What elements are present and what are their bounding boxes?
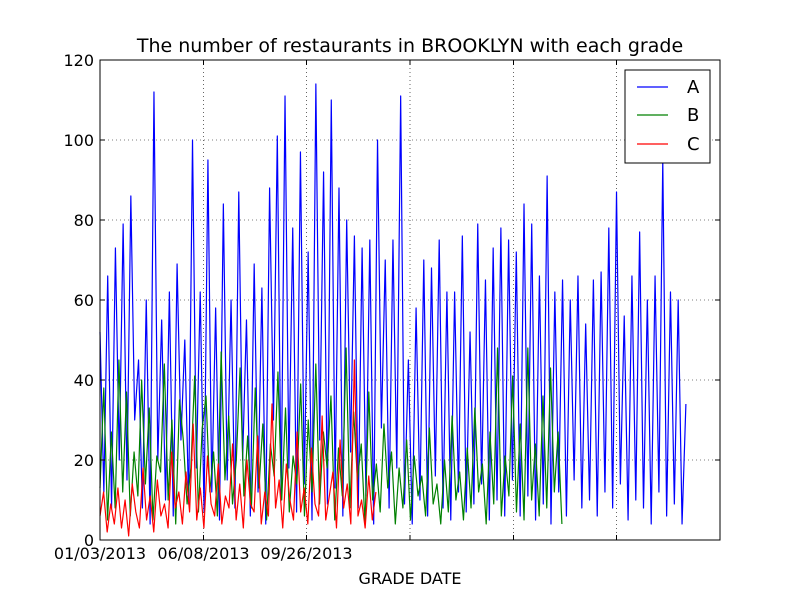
legend-box [624,69,711,164]
x-tick-label: 01/03/2013 [54,544,146,563]
y-tick-label: 100 [63,131,94,150]
y-tick-label: 0 [84,531,94,550]
y-tick-label: 80 [74,211,94,230]
series-line-b [99,347,563,525]
legend: A B C [624,69,711,164]
legend-label-b: B [687,105,699,126]
legend-label-c: C [687,134,700,155]
x-axis-title: GRADE DATE [359,569,462,588]
chart-title: The number of restaurants in BROOKLYN wi… [136,35,683,57]
legend-label-a: A [687,77,700,98]
series-line-a [99,83,687,525]
y-tick-label: 120 [63,51,94,70]
y-tick-label: 40 [74,371,94,390]
series-line-c [99,359,377,537]
x-tick-label: 06/08/2013 [157,544,249,563]
y-tick-label: 60 [74,291,94,310]
y-tick-label: 20 [74,451,94,470]
x-tick-label: 09/26/2013 [260,544,352,563]
series-lines [99,83,687,537]
axis-ticks: 01/03/2013 06/08/2013 09/26/2013 0 20 40 60 80 1… [54,51,721,563]
